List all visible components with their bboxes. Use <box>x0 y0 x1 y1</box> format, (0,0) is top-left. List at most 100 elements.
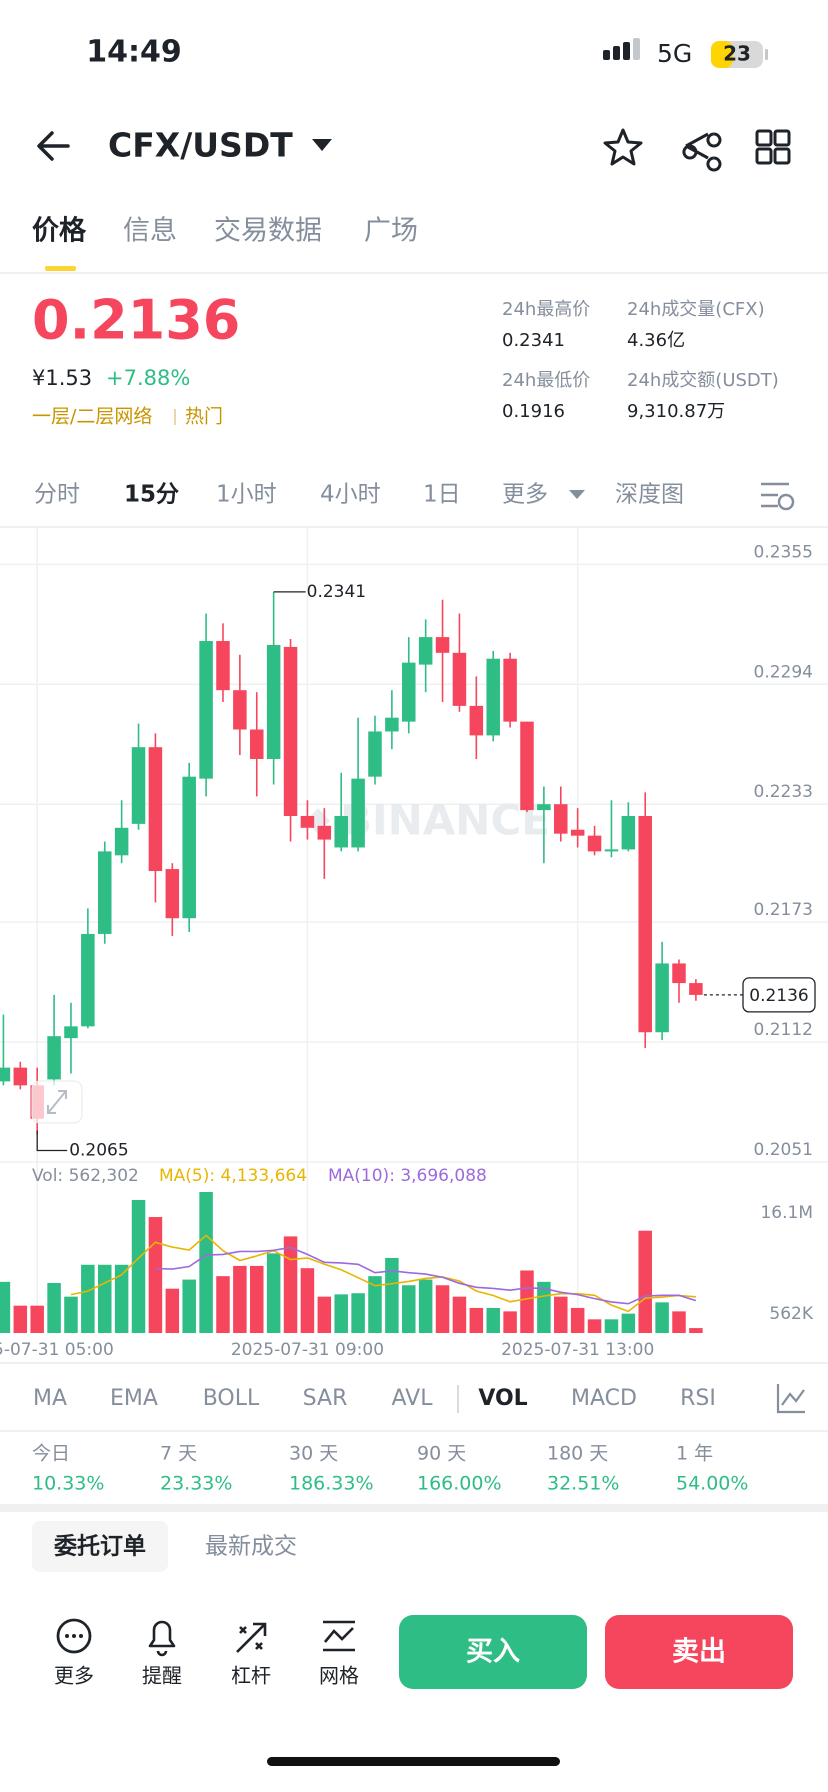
interval-option[interactable]: 4小时 <box>320 482 381 508</box>
annotation-label: 0.2065 <box>69 1140 128 1160</box>
volume-bar <box>503 1311 517 1333</box>
candle-body <box>486 658 500 736</box>
tab[interactable]: 信息 <box>123 216 177 247</box>
volume-bar <box>0 1281 11 1333</box>
indicator-tab[interactable]: AVL <box>392 1386 434 1411</box>
candle-body <box>47 1036 61 1080</box>
candle-body <box>199 641 213 779</box>
volume-bar <box>570 1307 585 1333</box>
performance-label: 7 天 <box>160 1443 197 1465</box>
volume-bar <box>452 1296 467 1333</box>
indicator-tab[interactable]: BOLL <box>203 1386 260 1411</box>
indicator-tab[interactable]: VOL <box>478 1386 527 1411</box>
indicator-tab[interactable]: SAR <box>303 1386 348 1411</box>
performance-label: 90 天 <box>417 1443 466 1465</box>
indicator-tab[interactable]: MA <box>33 1386 67 1411</box>
candle-body <box>233 690 247 730</box>
share-icon[interactable] <box>682 132 722 172</box>
tab[interactable]: 价格 <box>32 216 87 247</box>
y-tick-label: 562K <box>769 1304 813 1324</box>
menu-grid-icon[interactable] <box>773 147 791 165</box>
candle-body <box>554 804 568 834</box>
volume-bar <box>114 1264 129 1333</box>
x-tick-label: 2025-07-31 05:00 <box>0 1340 114 1360</box>
ma-line <box>70 1234 696 1313</box>
action-label[interactable]: 网格 <box>319 1664 359 1688</box>
indicator-tab[interactable]: EMA <box>110 1386 158 1411</box>
action-icon[interactable] <box>236 1622 267 1653</box>
candle-body <box>435 637 450 653</box>
candle-body <box>418 637 433 665</box>
candle-body <box>266 644 281 759</box>
volume-bar <box>216 1276 230 1333</box>
volume-bar <box>486 1307 500 1333</box>
interval-option[interactable]: 15分 <box>124 482 179 508</box>
pair-title[interactable]: CFX/USDT <box>108 126 293 165</box>
interval-option[interactable]: 深度图 <box>615 482 684 508</box>
indicator-tab[interactable]: RSI <box>680 1386 716 1411</box>
pair-dropdown[interactable] <box>312 139 332 151</box>
volume-bar <box>469 1307 484 1333</box>
ma-line <box>155 1246 697 1305</box>
tab[interactable]: 广场 <box>364 216 418 247</box>
action-icon[interactable] <box>72 1634 76 1638</box>
menu-grid-icon[interactable] <box>755 147 773 165</box>
tab[interactable]: 交易数据 <box>214 216 322 247</box>
y-tick-label: 0.2112 <box>754 1020 813 1040</box>
candle-body <box>98 851 112 934</box>
volume-bar <box>165 1288 180 1333</box>
y-tick-label: 16.1M <box>760 1203 813 1223</box>
signal-bar <box>613 46 620 60</box>
indicator-tab[interactable]: MACD <box>571 1386 637 1411</box>
action-icon[interactable] <box>56 1618 92 1654</box>
action-icon[interactable] <box>323 1620 355 1652</box>
volume-bar <box>266 1253 281 1333</box>
legend-entry: Vol: 562,302 <box>32 1166 139 1186</box>
volume-bar <box>385 1257 399 1333</box>
tag[interactable]: 热门 <box>185 406 223 428</box>
performance-label: 30 天 <box>289 1443 338 1465</box>
volume-bar <box>604 1319 619 1333</box>
indicator-settings-icon[interactable] <box>776 1384 805 1414</box>
interval-option[interactable]: 分时 <box>34 482 80 508</box>
sell-label[interactable]: 卖出 <box>672 1637 726 1668</box>
back-button[interactable] <box>37 131 70 161</box>
action-icon[interactable] <box>65 1634 69 1638</box>
volume-bar <box>317 1296 332 1333</box>
sell-button[interactable] <box>605 1615 793 1689</box>
buy-button[interactable] <box>399 1615 587 1689</box>
buy-label[interactable]: 买入 <box>466 1637 520 1668</box>
action-label[interactable]: 杠杆 <box>231 1664 271 1688</box>
y-tick-label: 0.2294 <box>754 662 813 682</box>
order-tab[interactable]: 最新成交 <box>205 1534 297 1560</box>
candle-body <box>81 933 95 1027</box>
interval-option[interactable]: 1小时 <box>216 482 277 508</box>
menu-grid-icon[interactable] <box>755 129 773 147</box>
signal-bar <box>623 42 630 60</box>
interval-option[interactable]: 1日 <box>423 482 461 508</box>
favorite-icon[interactable] <box>603 128 643 166</box>
action-icon[interactable] <box>79 1634 83 1638</box>
expand-icon[interactable] <box>47 1090 67 1114</box>
volume-bar <box>81 1264 95 1333</box>
menu-grid-icon[interactable] <box>773 129 791 147</box>
legend-entry: MA(5): 4,133,664 <box>159 1166 307 1186</box>
candle-body <box>638 815 652 1033</box>
battery-level-text: 23 <box>723 42 751 66</box>
chart-settings-icon[interactable] <box>761 482 789 508</box>
annotation-label: 0.2341 <box>307 582 366 602</box>
action-icon[interactable] <box>148 1620 176 1657</box>
action-label[interactable]: 更多 <box>54 1664 94 1688</box>
chart-settings-icon[interactable] <box>777 493 795 511</box>
candle-body <box>182 776 196 919</box>
volume-bar <box>47 1282 61 1333</box>
order-tab[interactable]: 委托订单 <box>53 1534 146 1560</box>
tag[interactable]: 一层/二层网络 <box>32 406 152 428</box>
action-label[interactable]: 提醒 <box>142 1664 182 1688</box>
volume-bar <box>621 1313 636 1333</box>
interval-option[interactable]: 更多 <box>502 482 548 508</box>
current-price-label: 0.2136 <box>749 986 808 1006</box>
more-dropdown[interactable] <box>569 490 585 499</box>
